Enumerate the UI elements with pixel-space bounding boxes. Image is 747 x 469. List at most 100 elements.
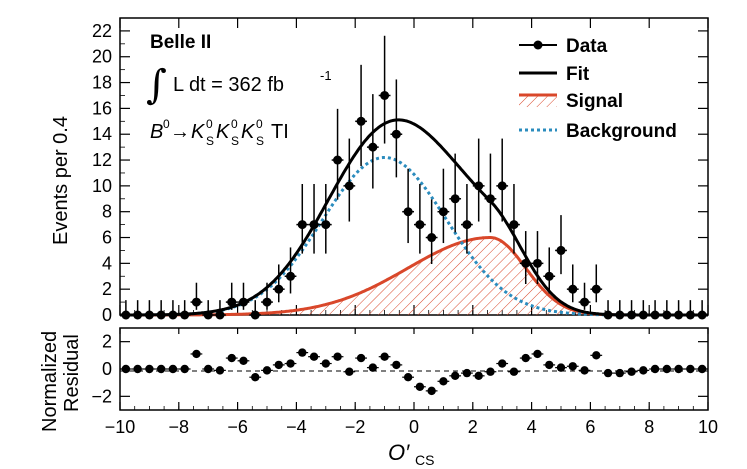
legend-data-marker	[533, 40, 543, 50]
y-tick-label-bottom: −2	[91, 386, 112, 406]
data-point	[650, 310, 660, 320]
y-tick-label-bottom: 0	[102, 359, 112, 379]
residual-point	[533, 349, 542, 359]
y-axis-label-bottom-2: Residual	[61, 334, 83, 412]
y-axis-label-top: Events per 0.4	[50, 116, 72, 245]
x-axis-label: O′	[388, 440, 410, 465]
data-point	[521, 258, 531, 268]
data-point	[450, 194, 460, 204]
residual-point	[615, 368, 624, 378]
data-point	[380, 90, 390, 100]
residual-point	[180, 364, 189, 374]
y-tick-label-top: 22	[92, 21, 112, 41]
data-point	[356, 116, 366, 126]
residual-point	[121, 364, 131, 374]
residual-point	[556, 363, 566, 372]
data-point	[615, 310, 625, 320]
signal-hatch-fill	[120, 237, 708, 315]
y-tick-label-top: 0	[102, 305, 112, 325]
data-point	[215, 310, 225, 320]
residual-point	[415, 382, 425, 391]
data-point	[297, 220, 307, 230]
residual-point	[662, 364, 672, 374]
y-tick-label-top: 8	[102, 202, 112, 222]
legend-item-signal: Signal	[519, 91, 623, 112]
residual-point	[286, 359, 295, 368]
residual-point	[204, 364, 213, 374]
data-point	[685, 310, 695, 320]
residual-point	[262, 366, 272, 375]
residual-point	[545, 360, 554, 370]
residual-point	[439, 377, 448, 386]
residual-point	[309, 352, 319, 361]
data-point	[532, 258, 542, 268]
legend: Data Fit Signal Background	[519, 36, 677, 142]
residual-point	[580, 366, 589, 375]
x-tick-label: −10	[105, 417, 136, 437]
data-point	[203, 310, 213, 320]
residual-point	[486, 367, 495, 376]
data-point	[368, 142, 378, 152]
y-tick-label-bottom: 2	[102, 332, 112, 352]
data-point	[321, 220, 331, 230]
legend-fit-label: Fit	[566, 64, 590, 85]
experiment-label: Belle II	[150, 32, 211, 53]
process-k3-sup: 0	[256, 117, 263, 131]
x-tick-label: 10	[698, 417, 718, 437]
residual-point	[251, 373, 260, 382]
residual-point	[239, 356, 248, 365]
data-layer	[120, 35, 708, 320]
integral-sign: ∫	[146, 62, 167, 108]
data-point	[191, 297, 201, 307]
process-arrow: →	[170, 121, 190, 143]
data-point	[556, 245, 566, 255]
legend-background-label: Background	[566, 121, 677, 142]
legend-signal-swatch	[519, 95, 557, 107]
data-point	[662, 310, 672, 320]
residual-point	[145, 364, 154, 374]
legend-item-fit: Fit	[519, 64, 590, 85]
data-point	[438, 207, 448, 217]
residual-point	[168, 364, 178, 374]
process-k2-sup: 0	[231, 117, 238, 131]
data-point	[391, 129, 401, 139]
y-tick-label-top: 4	[102, 253, 112, 273]
residual-point	[674, 364, 683, 374]
data-point	[403, 207, 413, 217]
data-point	[144, 310, 154, 320]
data-point	[344, 181, 354, 191]
residual-point	[521, 353, 530, 363]
x-tick-label: 4	[527, 417, 537, 437]
luminosity-text: L dt = 362 fb	[173, 74, 284, 96]
process-suffix: TI	[271, 121, 289, 143]
data-point	[697, 310, 707, 320]
data-point	[250, 310, 260, 320]
data-point	[238, 297, 248, 307]
process-k1-sub: S	[206, 134, 214, 148]
residual-point	[403, 373, 413, 382]
residual-point	[192, 349, 201, 359]
tick-layer: −10 −8 −6 −4 −2 0 2 4 6 8 100246810121416182022−20…	[91, 18, 718, 437]
luminosity-exponent: -1	[320, 68, 332, 83]
x-tick-label: 0	[409, 417, 419, 437]
residual-point	[298, 348, 307, 357]
process-k3-sub: S	[256, 134, 264, 148]
data-point	[262, 297, 272, 307]
legend-data-label: Data	[566, 36, 608, 57]
residual-point	[368, 363, 378, 372]
y-tick-label-top: 6	[102, 228, 112, 248]
y-tick-label-top: 18	[92, 73, 112, 93]
data-point	[591, 284, 601, 294]
legend-signal-label: Signal	[566, 91, 623, 112]
residual-point	[568, 362, 577, 371]
data-point	[462, 220, 472, 230]
data-point	[133, 310, 143, 320]
residual-point	[474, 371, 483, 381]
data-point	[427, 233, 437, 243]
process-label: B 0 → K 0 S K 0 S K 0 S TI	[150, 117, 289, 148]
residual-point	[498, 359, 507, 368]
data-point	[227, 297, 237, 307]
residual-point	[686, 364, 695, 374]
process-b-sup: 0	[163, 117, 170, 131]
data-point	[415, 220, 425, 230]
